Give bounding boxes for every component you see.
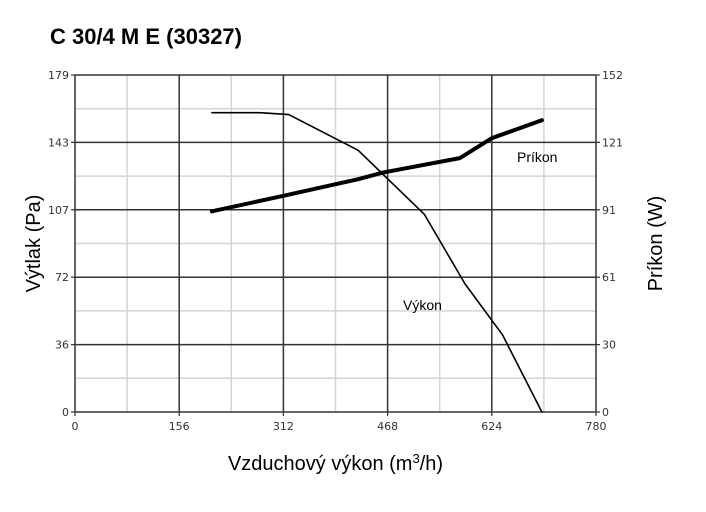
y2-tick-label: 61 — [602, 271, 616, 284]
series-line-vykon — [211, 111, 543, 413]
chart-title: C 30/4 M E (30327) — [50, 24, 242, 49]
y-axis-label: Výtlak (Pa) — [23, 195, 45, 293]
y2-tick-label: 121 — [602, 136, 623, 149]
x-axis-label: Vzduchový výkon (m3/h) — [228, 451, 443, 475]
series-label-prikon: Príkon — [517, 149, 557, 165]
y2-tick-label: 152 — [602, 69, 623, 82]
x-tick-label: 312 — [273, 420, 294, 433]
x-tick-label: 0 — [72, 420, 79, 433]
y-tick-label: 107 — [48, 204, 69, 217]
y2-axis-label: Príkon (W) — [645, 196, 667, 292]
x-tick-label: 624 — [481, 420, 502, 433]
y2-tick-label: 0 — [602, 406, 609, 419]
y-tick-label: 143 — [48, 136, 69, 149]
series-label-vykon: Výkon — [403, 297, 442, 313]
y-tick-label: 0 — [62, 406, 69, 419]
y-tick-label: 36 — [55, 339, 69, 352]
series-line-prikon — [209, 118, 544, 214]
y2-tick-label: 30 — [602, 339, 616, 352]
y-tick-label: 179 — [48, 69, 69, 82]
y-tick-label: 72 — [55, 271, 69, 284]
x-tick-label: 468 — [377, 420, 398, 433]
y2-tick-label: 91 — [602, 204, 616, 217]
x-tick-label: 780 — [586, 420, 607, 433]
x-tick-label: 156 — [169, 420, 190, 433]
